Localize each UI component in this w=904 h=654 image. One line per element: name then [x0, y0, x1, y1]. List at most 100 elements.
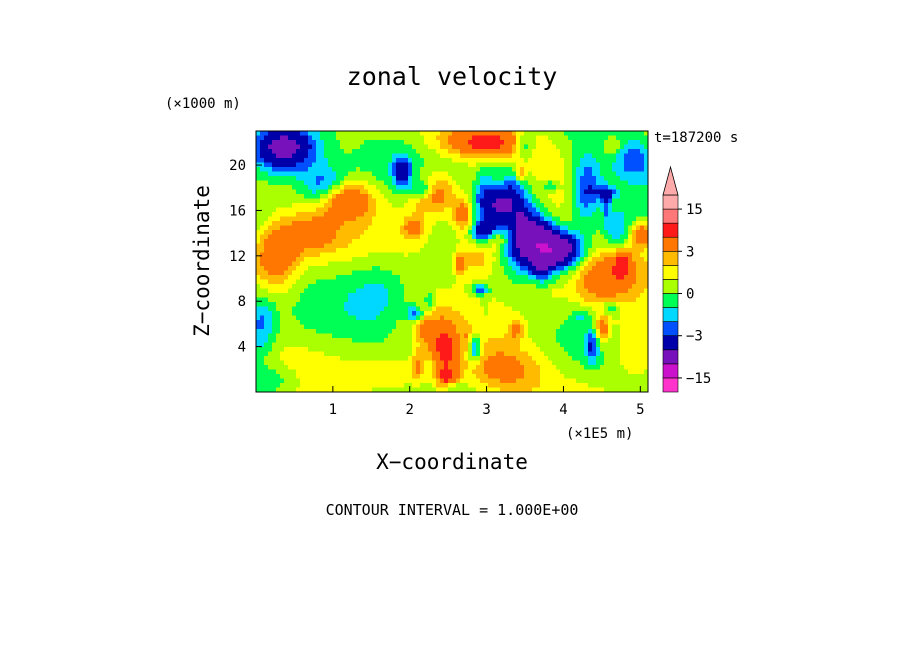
field-cell — [268, 324, 273, 330]
field-cell — [356, 230, 361, 236]
field-cell — [436, 212, 441, 218]
field-cell — [448, 306, 453, 312]
field-cell — [260, 176, 265, 182]
field-cell — [544, 315, 549, 321]
field-cell — [484, 293, 489, 299]
field-cell — [604, 194, 609, 200]
field-cell — [536, 315, 541, 321]
field-cell — [308, 338, 313, 344]
field-cell — [412, 320, 417, 326]
field-cell — [424, 329, 429, 335]
field-cell — [432, 131, 437, 137]
field-cell — [604, 329, 609, 335]
field-cell — [428, 338, 433, 344]
field-cell — [308, 234, 313, 240]
field-cell — [372, 275, 377, 281]
field-cell — [296, 212, 301, 218]
field-cell — [264, 198, 269, 204]
field-cell — [608, 234, 613, 240]
field-cell — [520, 194, 525, 200]
field-cell — [328, 149, 333, 155]
field-cell — [488, 225, 493, 231]
field-cell — [412, 135, 417, 141]
field-cell — [532, 162, 537, 168]
field-cell — [532, 239, 537, 245]
field-cell — [332, 270, 337, 276]
field-cell — [504, 279, 509, 285]
field-cell — [288, 338, 293, 344]
field-cell — [296, 149, 301, 155]
field-cell — [412, 279, 417, 285]
field-cell — [280, 225, 285, 231]
field-cell — [404, 131, 409, 137]
field-cell — [436, 144, 441, 150]
field-cell — [396, 311, 401, 317]
field-cell — [260, 207, 265, 213]
field-cell — [572, 333, 577, 339]
field-cell — [584, 284, 589, 290]
field-cell — [372, 198, 377, 204]
field-cell — [604, 153, 609, 159]
field-cell — [384, 338, 389, 344]
field-cell — [464, 284, 469, 290]
field-cell — [468, 198, 473, 204]
field-cell — [588, 207, 593, 213]
field-cell — [408, 351, 413, 357]
field-cell — [264, 333, 269, 339]
field-cell — [536, 185, 541, 191]
field-cell — [432, 144, 437, 150]
field-cell — [572, 342, 577, 348]
field-cell — [380, 333, 385, 339]
field-cell — [424, 284, 429, 290]
field-cell — [432, 203, 437, 209]
field-cell — [544, 203, 549, 209]
field-cell — [576, 320, 581, 326]
field-cell — [460, 167, 465, 173]
field-cell — [444, 356, 449, 362]
field-cell — [396, 171, 401, 177]
field-cell — [536, 311, 541, 317]
field-cell — [496, 207, 501, 213]
field-cell — [476, 302, 481, 308]
field-cell — [592, 257, 597, 263]
field-cell — [548, 234, 553, 240]
field-cell — [636, 306, 641, 312]
field-cell — [268, 221, 273, 227]
field-cell — [568, 320, 573, 326]
field-cell — [296, 324, 301, 330]
field-cell — [632, 261, 637, 267]
field-cell — [328, 243, 333, 249]
field-cell — [612, 351, 617, 357]
field-cell — [404, 198, 409, 204]
field-cell — [636, 288, 641, 294]
field-cell — [400, 315, 405, 321]
field-cell — [396, 324, 401, 330]
field-cell — [588, 266, 593, 272]
field-cell — [268, 266, 273, 272]
field-cell — [420, 351, 425, 357]
field-cell — [512, 311, 517, 317]
field-cell — [284, 194, 289, 200]
field-cell — [508, 275, 513, 281]
field-cell — [272, 153, 277, 159]
field-cell — [312, 342, 317, 348]
field-cell — [632, 189, 637, 195]
field-cell — [432, 158, 437, 164]
field-cell — [548, 243, 553, 249]
field-cell — [536, 239, 541, 245]
field-cell — [344, 342, 349, 348]
field-cell — [320, 329, 325, 335]
field-cell — [440, 338, 445, 344]
field-cell — [476, 288, 481, 294]
field-cell — [296, 194, 301, 200]
field-cell — [344, 225, 349, 231]
field-cell — [408, 225, 413, 231]
field-cell — [604, 216, 609, 222]
field-cell — [296, 333, 301, 339]
field-cell — [572, 347, 577, 353]
field-cell — [484, 230, 489, 236]
field-cell — [368, 189, 373, 195]
field-cell — [516, 149, 521, 155]
field-cell — [620, 212, 625, 218]
field-cell — [344, 144, 349, 150]
